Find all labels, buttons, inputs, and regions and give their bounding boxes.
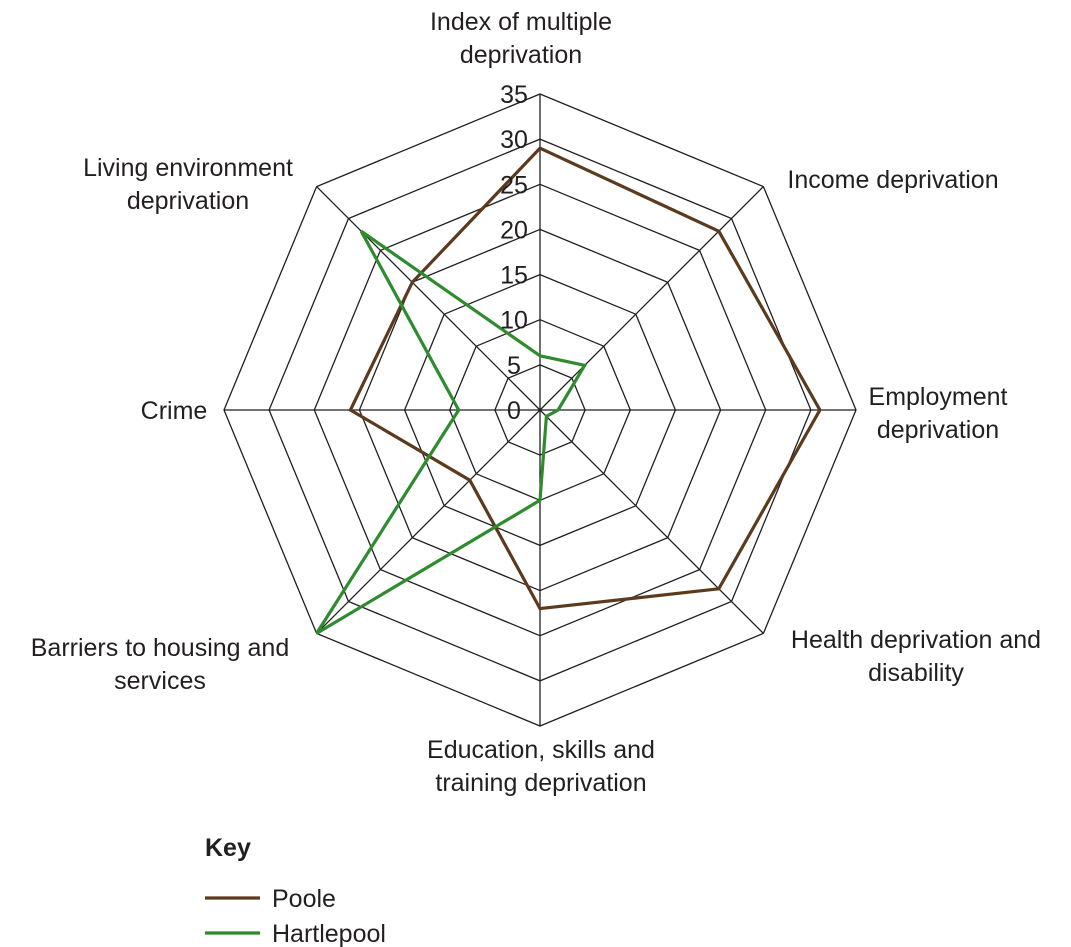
axis-label-4-line-0: Education, skills and — [427, 736, 655, 764]
tick-label-5: 5 — [507, 352, 521, 380]
axis-label-0-line-0: Index of multiple — [430, 8, 612, 36]
radar-spokes — [224, 94, 856, 726]
spoke-5 — [316, 409, 541, 634]
axis-label-2: Employment deprivation — [869, 383, 1008, 444]
legend-label-hartlepool: Hartlepool — [272, 920, 386, 947]
tick-label-15: 15 — [500, 262, 528, 290]
axis-label-7-line-1: deprivation — [127, 187, 249, 215]
spoke-3 — [539, 409, 764, 634]
tick-label-30: 30 — [500, 126, 528, 154]
axis-label-4-line-1: training deprivation — [435, 769, 646, 797]
radial-tick-labels: 0 5 10 15 20 25 30 35 — [500, 81, 528, 425]
axis-label-0-line-1: deprivation — [460, 41, 582, 69]
axis-labels: Index of multiple deprivation Income depri… — [31, 8, 1041, 797]
spoke-1 — [539, 186, 764, 411]
tick-label-35: 35 — [500, 81, 528, 109]
spoke-7 — [316, 186, 541, 411]
axis-label-7-line-0: Living environment — [83, 154, 293, 182]
legend-title: Key — [205, 834, 251, 862]
tick-label-20: 20 — [500, 216, 528, 244]
legend-label-poole: Poole — [272, 885, 336, 913]
axis-label-2-line-1: deprivation — [877, 416, 999, 444]
axis-label-1-line-0: Income deprivation — [787, 166, 998, 194]
series-line-hartlepool — [315, 229, 588, 635]
axis-label-2-line-0: Employment — [869, 383, 1008, 411]
axis-label-4: Education, skills and training deprivatio… — [427, 736, 655, 797]
axis-label-3-line-1: disability — [868, 659, 964, 687]
axis-label-5-line-0: Barriers to housing and — [31, 634, 289, 662]
axis-label-3: Health deprivation and disability — [791, 626, 1041, 687]
tick-label-0: 0 — [507, 397, 521, 425]
series-line-poole — [348, 146, 822, 611]
axis-label-1: Income deprivation — [787, 166, 998, 194]
legend-items: Poole Hartlepool — [205, 885, 386, 947]
axis-label-5-line-1: services — [114, 667, 206, 695]
radar-series — [315, 146, 822, 635]
legend: Key Poole Hartlepool — [205, 834, 386, 947]
tick-label-25: 25 — [500, 171, 528, 199]
axis-label-3-line-0: Health deprivation and — [791, 626, 1041, 654]
axis-label-5: Barriers to housing and services — [31, 634, 289, 695]
tick-label-10: 10 — [500, 307, 528, 335]
axis-label-6-line-0: Crime — [141, 397, 208, 425]
axis-label-0: Index of multiple deprivation — [430, 8, 612, 69]
axis-label-7: Living environment deprivation — [83, 154, 293, 215]
axis-label-6: Crime — [141, 397, 208, 425]
